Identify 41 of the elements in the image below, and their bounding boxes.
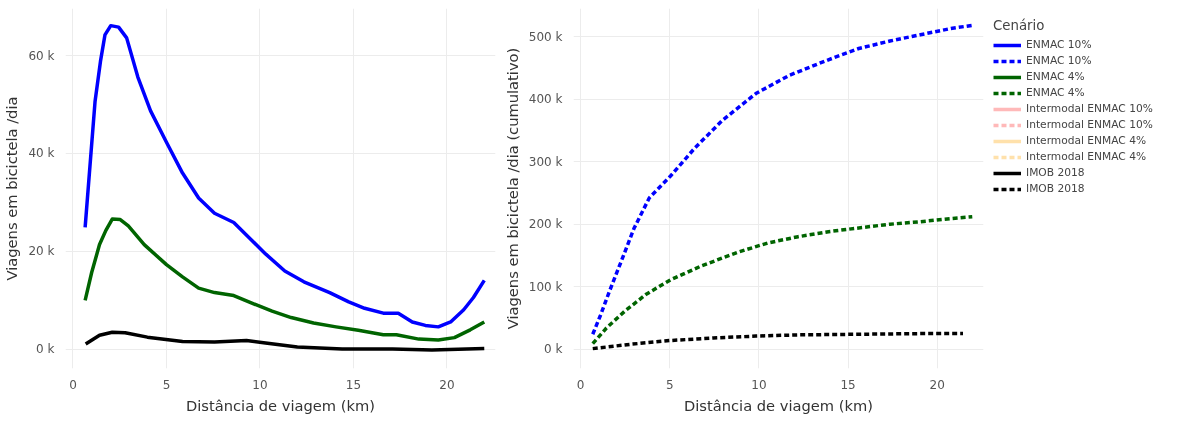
legend-label: Intermodal ENMAC 10% xyxy=(1026,102,1153,115)
y-tick-label: 500 k xyxy=(528,29,563,44)
line-series xyxy=(83,217,487,342)
y-axis-title: Viagens em bicictela /dia (cumulativo) xyxy=(503,47,521,330)
y-tick-label: 400 k xyxy=(528,92,563,107)
text: ENMAC 4% xyxy=(1026,86,1085,99)
y-tick-label: 300 k xyxy=(528,154,563,169)
y-tick-label: 20 k xyxy=(28,244,55,259)
x-tick-label: 15 xyxy=(840,377,856,392)
x-tick-label: 0 xyxy=(576,377,585,392)
legend-label: Intermodal ENMAC 4% xyxy=(1026,134,1147,147)
x-tick-label: 5 xyxy=(665,377,674,392)
legend-label: ENMAC 4% xyxy=(1026,70,1085,83)
line-series xyxy=(591,23,975,336)
line-series xyxy=(591,331,965,351)
x-axis-title: Distância de viagem (km) xyxy=(684,396,873,414)
line-series xyxy=(83,330,487,352)
y-tick-label: 40 k xyxy=(28,146,55,161)
legend-label: Intermodal ENMAC 4% xyxy=(1026,150,1147,163)
line-series xyxy=(83,23,487,329)
x-tick-label: 5 xyxy=(162,377,171,392)
text: IMOB 2018 xyxy=(1026,182,1085,195)
x-tick-label: 0 xyxy=(69,377,77,392)
x-axis-title: Distância de viagem (km) xyxy=(186,396,375,414)
y-tick-label: 60 k xyxy=(28,48,55,63)
legend-label: IMOB 2018 xyxy=(1026,166,1085,179)
line-series xyxy=(591,214,975,346)
y-tick-label: 0 k xyxy=(36,342,55,357)
y-tick-label: 100 k xyxy=(528,279,563,294)
x-tick-label: 15 xyxy=(345,377,362,392)
x-tick-label: 10 xyxy=(252,377,268,392)
x-tick-label: 10 xyxy=(751,377,767,392)
legend-title: Cenário xyxy=(993,18,1046,33)
y-tick-label: 200 k xyxy=(528,217,563,232)
legend-label: ENMAC 10% xyxy=(1026,38,1092,51)
x-tick-label: 20 xyxy=(439,377,455,392)
text: ENMAC 10% xyxy=(1026,54,1092,67)
y-axis-title: Viagens em bicictela /dia xyxy=(3,96,21,281)
x-tick-label: 20 xyxy=(929,377,945,392)
legend-label: Intermodal ENMAC 10% xyxy=(1026,118,1153,131)
y-tick-label: 0 k xyxy=(544,342,563,357)
